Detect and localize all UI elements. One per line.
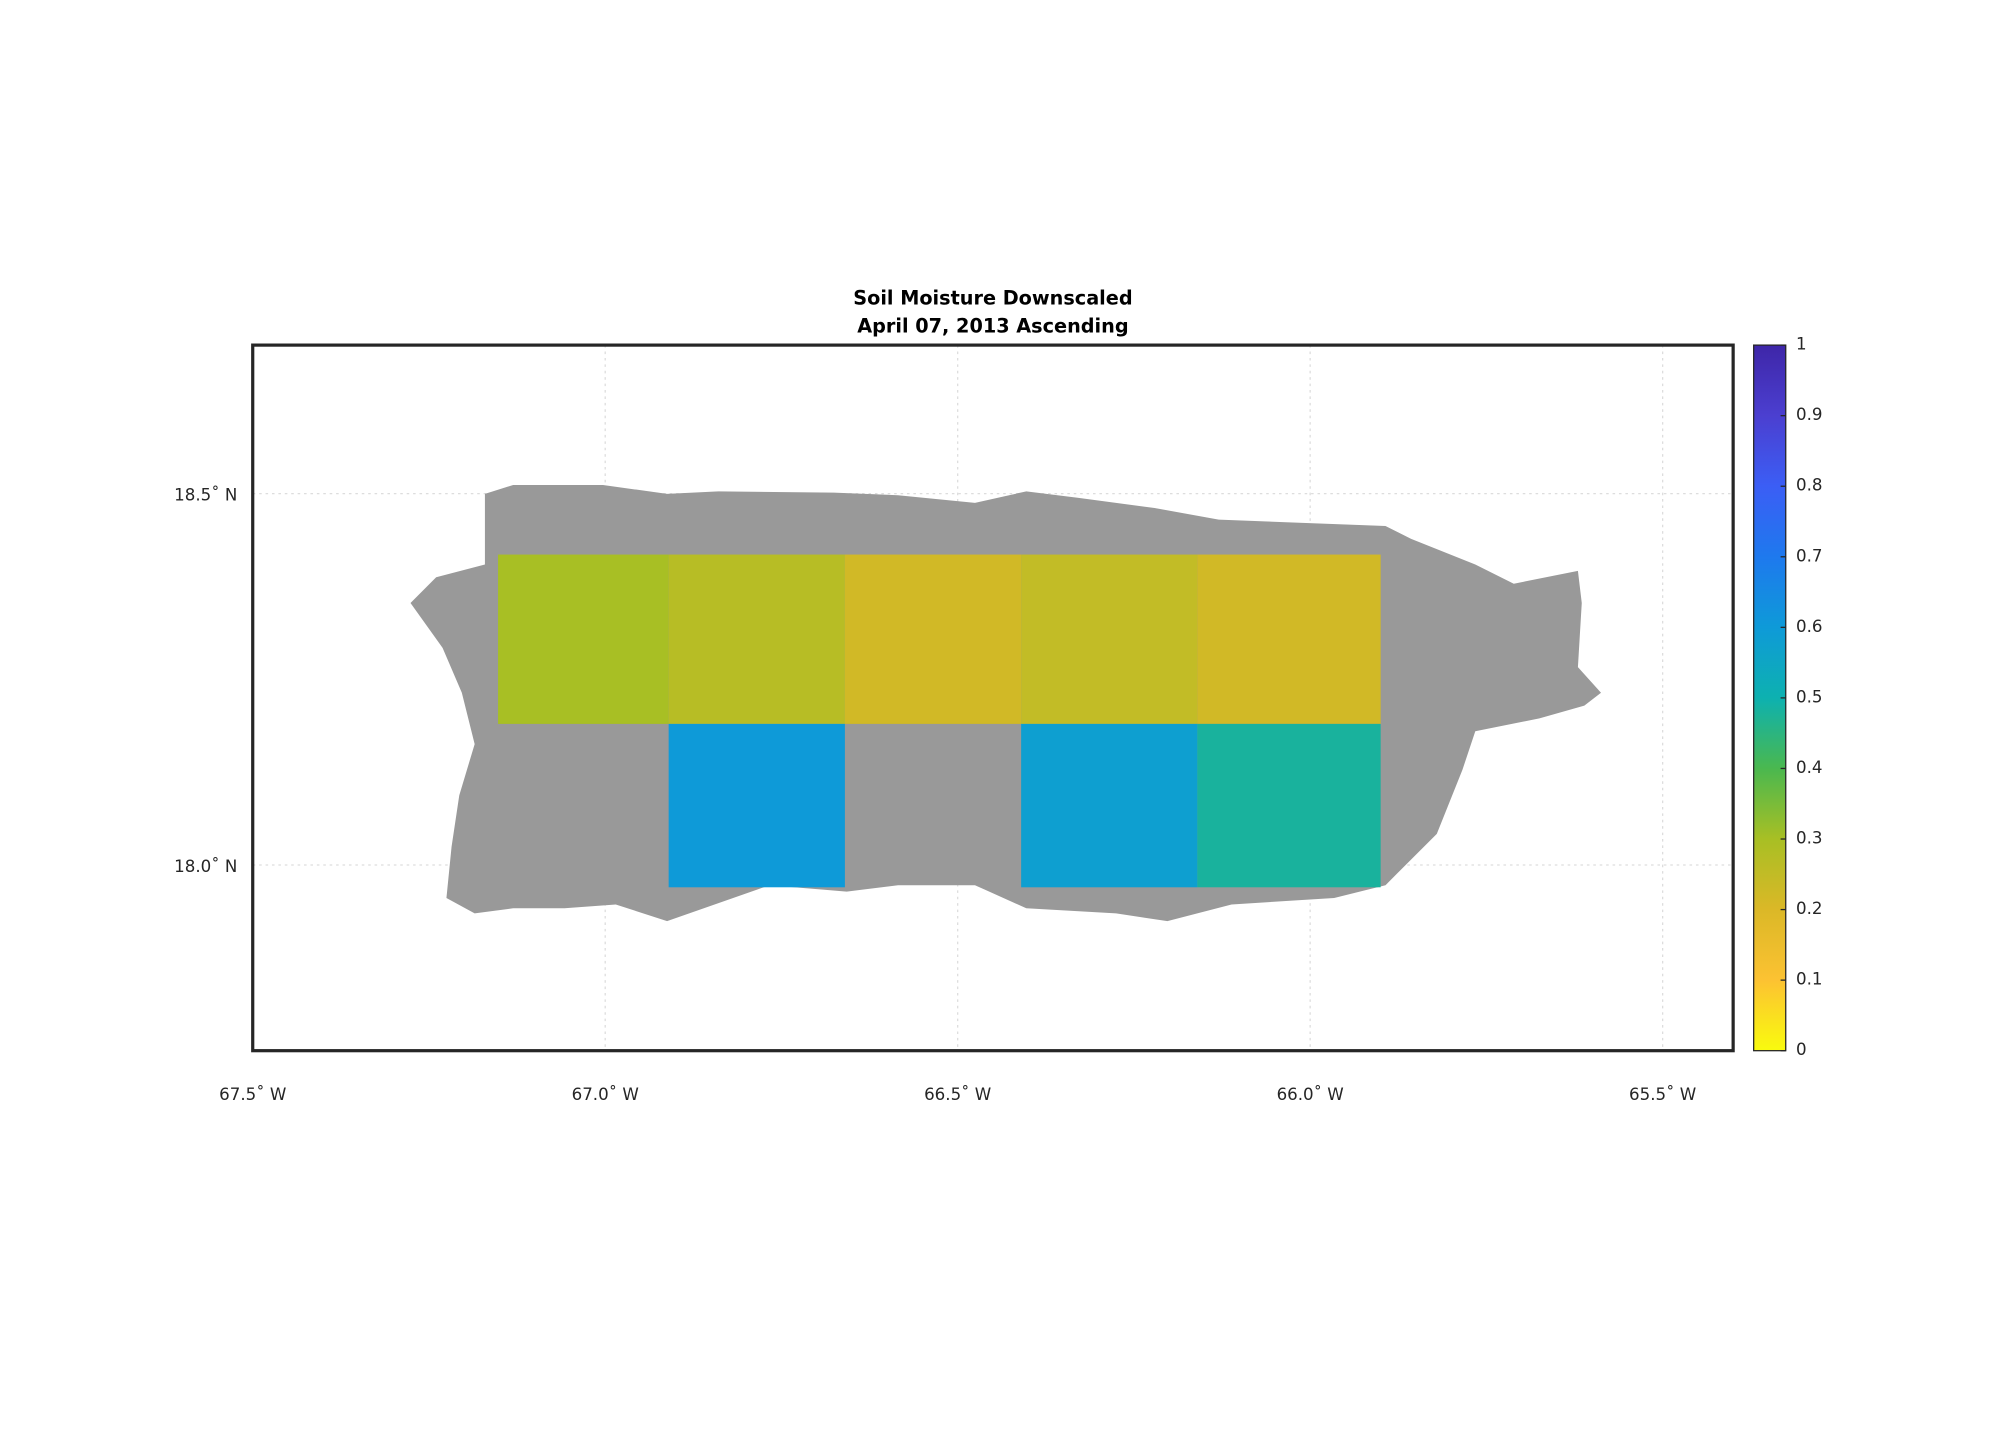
colorbar-tick-label: 0.8 bbox=[1796, 476, 1823, 495]
colorbar-tick-label: 0.4 bbox=[1796, 758, 1823, 777]
y-tick-label: 18.0˚ N bbox=[174, 857, 237, 876]
colorbar-tick-label: 0.7 bbox=[1796, 546, 1823, 565]
colorbar-tick-label: 0.3 bbox=[1796, 829, 1823, 848]
soil-moisture-tile bbox=[1021, 554, 1198, 724]
soil-moisture-tile bbox=[1021, 723, 1198, 888]
soil-moisture-tile bbox=[1197, 554, 1381, 724]
x-tick-label: 65.5˚ W bbox=[1629, 1085, 1696, 1104]
x-tick-label: 66.0˚ W bbox=[1277, 1085, 1344, 1104]
x-tick-label: 67.5˚ W bbox=[219, 1085, 286, 1104]
colorbar-tick-label: 0.5 bbox=[1796, 687, 1823, 706]
chart-title: Soil Moisture Downscaled bbox=[853, 286, 1132, 309]
colorbar bbox=[1753, 344, 1787, 1052]
plot-frame bbox=[251, 343, 1735, 1053]
soil-moisture-tile bbox=[1197, 723, 1381, 888]
soil-moisture-tile bbox=[498, 554, 669, 724]
colorbar-tick-label: 0.1 bbox=[1796, 970, 1823, 989]
soil-moisture-tile bbox=[668, 554, 845, 724]
chart-subtitle: April 07, 2013 Ascending bbox=[857, 315, 1128, 338]
colorbar-tick-label: 0.9 bbox=[1796, 405, 1823, 424]
colorbar-tick-label: 0 bbox=[1796, 1040, 1807, 1059]
colorbar-tick-label: 1 bbox=[1796, 335, 1807, 354]
x-tick-label: 66.5˚ W bbox=[924, 1085, 991, 1104]
y-tick-label: 18.5˚ N bbox=[174, 486, 237, 505]
soil-moisture-tile bbox=[844, 554, 1022, 724]
colorbar-tick-label: 0.6 bbox=[1796, 617, 1823, 636]
x-tick-label: 67.0˚ W bbox=[572, 1085, 639, 1104]
soil-moisture-tile bbox=[668, 723, 845, 888]
colorbar-tick-label: 0.2 bbox=[1796, 899, 1823, 918]
